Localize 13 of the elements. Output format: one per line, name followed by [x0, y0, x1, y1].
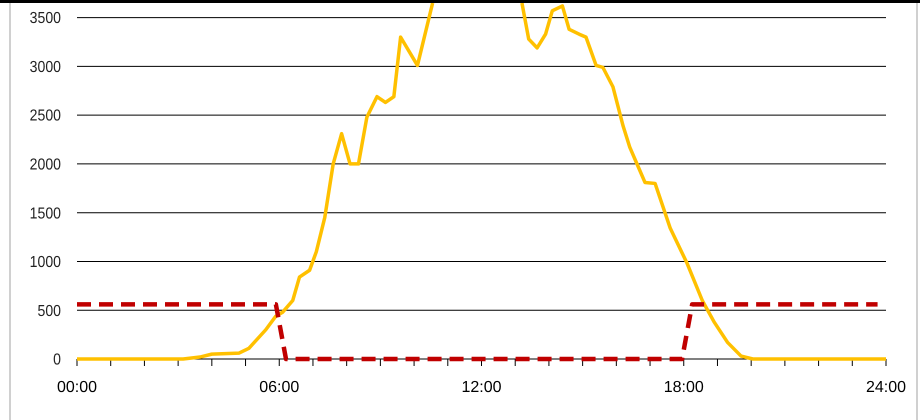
y-tick-label: 500 — [38, 302, 61, 320]
y-tick-label: 2000 — [30, 156, 61, 174]
y-tick-label: 3000 — [30, 58, 61, 76]
y-tick-label: 1000 — [30, 253, 61, 272]
y-tick-label: 2500 — [30, 106, 61, 126]
x-tick-label: 06:00 — [259, 379, 300, 396]
x-tick-label: 00:00 — [56, 379, 98, 396]
x-tick-label: 12:00 — [461, 379, 502, 396]
y-tick-label: 3500 — [30, 9, 61, 28]
y-tick-label: 1500 — [30, 204, 61, 223]
x-tick-label: 18:00 — [664, 379, 704, 396]
y-tick-label: 0 — [53, 350, 61, 369]
x-tick-label: 24:00 — [866, 379, 906, 396]
